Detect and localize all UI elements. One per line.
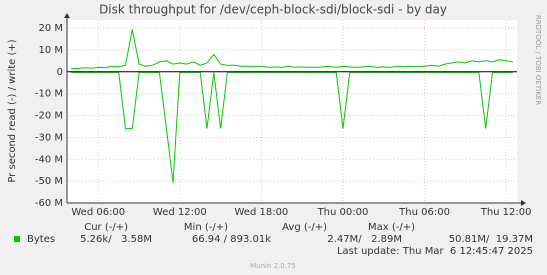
x-tick-label: Wed 18:00 bbox=[235, 207, 289, 218]
axis-arrow bbox=[521, 200, 526, 206]
y-tick-label: -30 M bbox=[35, 132, 63, 143]
stats-cell: 50.81M/ 19.37M bbox=[449, 234, 533, 245]
legend-label: Bytes bbox=[27, 234, 55, 245]
y-tick-label: -10 M bbox=[35, 89, 63, 100]
series-line bbox=[71, 71, 513, 183]
stats-header: Max (-/+) bbox=[368, 222, 415, 233]
y-tick-label: -50 M bbox=[35, 176, 63, 187]
footer: Munin 2.0.75 bbox=[250, 262, 296, 270]
y-tick-label: -40 M bbox=[35, 154, 63, 165]
y-tick-label: -20 M bbox=[35, 111, 63, 122]
x-tick-label: Wed 06:00 bbox=[71, 207, 125, 218]
stats-cell: 5.26k/ 3.58M bbox=[80, 234, 152, 245]
y-tick-label: 10 M bbox=[38, 45, 63, 56]
y-tick-label: 0 bbox=[57, 67, 63, 78]
legend-swatch bbox=[14, 236, 20, 242]
x-tick-label: Thu 12:00 bbox=[480, 207, 532, 218]
x-tick-label: Thu 06:00 bbox=[398, 207, 450, 218]
stats-cell: 2.47M/ 2.89M bbox=[327, 234, 402, 245]
y-tick-label: 20 M bbox=[38, 23, 63, 34]
y-tick-label: -60 M bbox=[35, 198, 63, 209]
stats-cell: 66.94 / 893.01k bbox=[192, 234, 271, 245]
plot-area bbox=[67, 20, 517, 203]
stats-header: Cur (-/+) bbox=[84, 222, 128, 233]
axis-arrow bbox=[64, 13, 70, 18]
y-axis-label: Pr second read (-) / write (+) bbox=[7, 39, 18, 182]
series-line bbox=[71, 29, 513, 69]
stats-header: Min (-/+) bbox=[184, 222, 228, 233]
x-tick-label: Wed 12:00 bbox=[153, 207, 207, 218]
chart-title: Disk throughput for /dev/ceph-block-sdi/… bbox=[99, 3, 447, 17]
x-tick-label: Thu 00:00 bbox=[317, 207, 369, 218]
last-update: Last update: Thu Mar 6 12:45:47 2025 bbox=[337, 246, 533, 257]
stats-header: Avg (-/+) bbox=[282, 222, 327, 233]
side-text: RRDTOOL / TOBI OETIKER bbox=[534, 15, 542, 105]
